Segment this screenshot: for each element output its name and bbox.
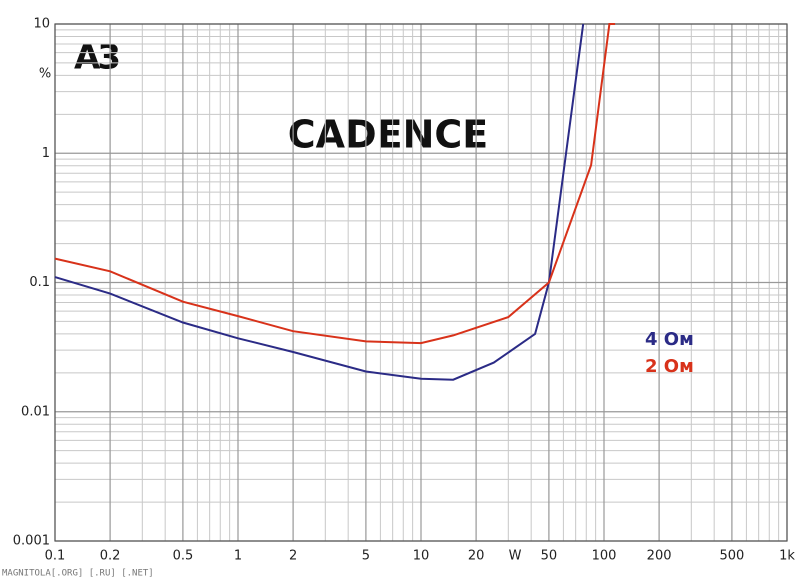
x-tick-label: 1	[234, 549, 242, 564]
x-axis-label: W	[509, 549, 522, 564]
x-tick-label: 200	[647, 549, 672, 564]
x-tick-label: 10	[413, 549, 430, 564]
y-tick-label: 10	[33, 17, 50, 32]
chart-title: CADENCE	[288, 113, 488, 157]
y-tick-label: 0.1	[29, 275, 50, 290]
x-tick-label: 5	[362, 549, 370, 564]
y-tick-label: 1	[42, 146, 50, 161]
x-tick-label: 50	[541, 549, 558, 564]
logo: A3	[74, 38, 118, 78]
watermark: MAGNITOLA[.ORG] [.RU] [.NET]	[2, 569, 154, 579]
x-tick-label: 1k	[779, 549, 795, 564]
line	[54, 23, 616, 345]
legend-label: 2 Ом	[645, 356, 694, 377]
legend-label: 4 Ом	[645, 329, 694, 350]
x-tick-label: 0.2	[100, 549, 121, 564]
x-tick-label: 500	[719, 549, 744, 564]
y-axis-label: %	[39, 67, 51, 82]
x-tick-label: 100	[592, 549, 617, 564]
x-tick-label: 20	[468, 549, 485, 564]
y-tick-label: 0.01	[21, 404, 50, 419]
plot-frame	[54, 23, 788, 542]
x-tick-label: 0.1	[45, 549, 66, 564]
line	[54, 23, 585, 381]
x-tick-label: 2	[289, 549, 297, 564]
y-tick-label: 0.001	[13, 534, 50, 549]
x-tick-label: 0.5	[173, 549, 194, 564]
